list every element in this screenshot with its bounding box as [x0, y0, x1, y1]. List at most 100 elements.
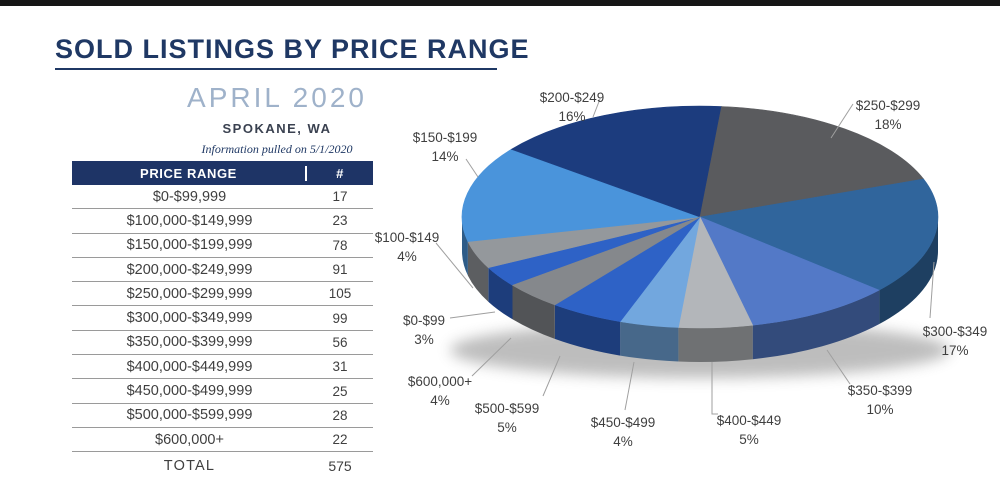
pie-label-percent: 4%: [430, 393, 450, 408]
pie-label-percent: 16%: [558, 109, 586, 124]
count-cell: 28: [332, 407, 348, 423]
price-range-cell: $400,000-$449,999: [126, 358, 253, 375]
pie-slice-label: $350-$399 10%: [848, 381, 913, 419]
count-cell: 25: [332, 383, 348, 399]
table-row: $350,000-$399,999 56: [72, 331, 373, 356]
pie-slice-label: $300-$349 17%: [923, 322, 988, 360]
pie-label-leader-line: [542, 355, 561, 397]
table-row: $150,000-$199,999 78: [72, 234, 373, 258]
pie-slice: [461, 148, 701, 242]
pie-label-percent: 4%: [397, 249, 417, 264]
pie-slice-label: $500-$599 5%: [475, 399, 540, 437]
count-cell: 22: [332, 432, 348, 448]
pie-label-leader-line: [624, 361, 635, 411]
total-value: 575: [328, 458, 352, 475]
pie-label-range: $200-$249: [539, 90, 605, 105]
pie-label-range: $450-$499: [590, 415, 656, 430]
report-location: SPOKANE, WA: [222, 121, 332, 136]
top-bar: [0, 0, 1000, 6]
pie-slice-label: $100-$149 4%: [375, 228, 440, 266]
pie-label-range: $400-$449: [716, 413, 782, 428]
pie-label-percent: 5%: [739, 432, 759, 447]
pie-slice-label: $250-$299 18%: [856, 96, 921, 134]
report-subheader: APRIL 2020 SPOKANE, WA Information pulle…: [127, 82, 427, 157]
col-header-count: #: [336, 165, 344, 181]
pie-label-range: $500-$599: [474, 401, 540, 416]
table-row: $450,000-$499,999 25: [72, 379, 373, 404]
pie-slice-side: [752, 290, 880, 360]
count-cell: 31: [332, 359, 348, 375]
pie-slice: [511, 216, 701, 306]
pie-slice-side: [467, 241, 489, 302]
price-range-cell: $450,000-$499,999: [126, 383, 253, 400]
pie-slice-side: [554, 304, 621, 356]
pie-slice: [619, 216, 701, 328]
pie-slice: [698, 178, 939, 291]
pie-slice-label: $450-$499 4%: [591, 413, 656, 451]
price-range-cell: $150,000-$199,999: [126, 237, 253, 254]
pie-slice-side: [462, 217, 468, 276]
pie-slice-side: [879, 217, 938, 325]
pie-slice: [678, 216, 754, 329]
pie-slice-side: [488, 267, 513, 320]
pie-slice-side: [678, 325, 753, 362]
table-body: $0-$99,999 17 $100,000-$149,999 23 $150,000-…: [72, 185, 373, 453]
page-title: SOLD LISTINGS BY PRICE RANGE: [55, 34, 530, 64]
price-range-cell: $500,000-$599,999: [126, 407, 253, 424]
pie-label-percent: 17%: [941, 343, 969, 358]
report-month: APRIL 2020: [187, 82, 367, 113]
pie-label-leader-line: [449, 311, 496, 319]
pie-label-range: $0-$99: [402, 313, 446, 328]
pie-label-leader-line: [435, 242, 474, 289]
pie-label-percent: 4%: [613, 434, 633, 449]
pie-label-leader-line: [711, 362, 718, 415]
pie-slice: [699, 216, 880, 326]
pie-label-leader-line: [592, 98, 601, 118]
count-cell: 91: [332, 262, 348, 278]
pie-label-percent: 18%: [874, 117, 902, 132]
pie-slice-label: $200-$249 16%: [540, 88, 605, 126]
pie-label-range: $300-$349: [922, 324, 988, 339]
pie-slice: [467, 216, 701, 269]
table-row: $100,000-$149,999 23: [72, 209, 373, 234]
table-row: $200,000-$249,999 91: [72, 258, 373, 283]
report-note: Information pulled on 5/1/2020: [201, 142, 353, 156]
pie-label-range: $350-$399: [847, 383, 913, 398]
pie-label-percent: 5%: [497, 420, 517, 435]
price-range-table: PRICE RANGE # $0-$99,999 17 $100,000-$149,…: [72, 161, 373, 480]
pie-label-percent: 10%: [866, 402, 894, 417]
pie-slice-label: $600,000+ 4%: [408, 372, 472, 410]
price-range-cell: $200,000-$249,999: [126, 261, 253, 278]
count-cell: 105: [328, 286, 352, 302]
price-range-cell: $0-$99,999: [152, 188, 227, 205]
pie-label-leader-line: [830, 103, 854, 139]
table-row: $250,000-$299,999 105: [72, 282, 373, 307]
pie-slice: [487, 216, 701, 286]
pie-label-range: $250-$299: [855, 98, 921, 113]
pie-label-leader-line: [471, 337, 512, 377]
pie-label-range: $600,000+: [407, 374, 473, 389]
table-row: $0-$99,999 17: [72, 185, 373, 210]
pie-slice-label: $400-$449 5%: [717, 411, 782, 449]
table-row: $400,000-$449,999 31: [72, 355, 373, 380]
price-range-cell: $100,000-$149,999: [126, 212, 253, 229]
count-cell: 17: [332, 189, 348, 205]
pie-label-leader-line: [465, 158, 479, 178]
price-range-cell: $600,000+: [155, 431, 224, 448]
pie-label-percent: 3%: [414, 332, 434, 347]
table-row: $300,000-$349,999 99: [72, 306, 373, 331]
table-row: $600,000+ 22: [72, 428, 373, 453]
count-cell: 78: [332, 237, 348, 253]
count-cell: 56: [332, 334, 348, 350]
table-total-row: TOTAL 575: [72, 452, 373, 480]
table-row: $500,000-$599,999 28: [72, 404, 373, 428]
pie-shadow: [450, 322, 950, 378]
pie-label-leader-line: [929, 261, 935, 319]
table-header-row: PRICE RANGE #: [72, 161, 373, 185]
price-range-cell: $300,000-$349,999: [126, 310, 253, 327]
pie-slice: [554, 216, 701, 322]
pie-slice: [510, 105, 722, 218]
price-range-cell: $350,000-$399,999: [126, 334, 253, 351]
pie-slice-label: $0-$99 3%: [403, 311, 445, 349]
total-label: TOTAL: [163, 458, 216, 475]
